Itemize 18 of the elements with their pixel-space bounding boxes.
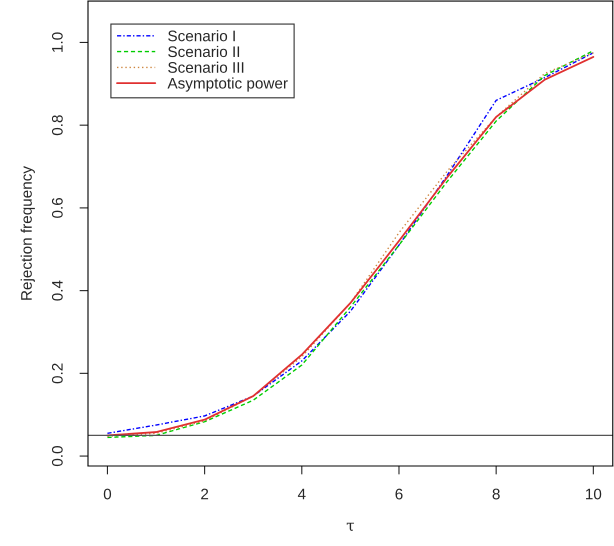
y-tick-label: 0.4	[52, 280, 63, 301]
x-tick-label: 2	[201, 488, 208, 500]
y-tick-label: 0.2	[52, 363, 63, 384]
x-tick-label: 8	[492, 488, 500, 500]
legend-label: Scenario I	[168, 30, 235, 42]
legend-label: Asymptotic power	[167, 77, 288, 92]
x-tick-label: 0	[104, 488, 112, 500]
x-axis-title: τ	[346, 522, 354, 531]
x-tick-label: 4	[298, 488, 306, 500]
y-tick-label: 0.0	[52, 446, 63, 466]
y-axis-title: Rejection frequency	[20, 166, 35, 300]
y-tick-label: 1.0	[52, 32, 63, 52]
legend-label: Scenario II	[168, 46, 240, 58]
x-tick-label: 6	[396, 488, 403, 500]
y-tick-label: 0.6	[52, 198, 63, 218]
legend-label: Scenario III	[168, 62, 244, 73]
x-tick-label: 10	[586, 488, 602, 500]
y-tick-label: 0.8	[52, 115, 63, 136]
